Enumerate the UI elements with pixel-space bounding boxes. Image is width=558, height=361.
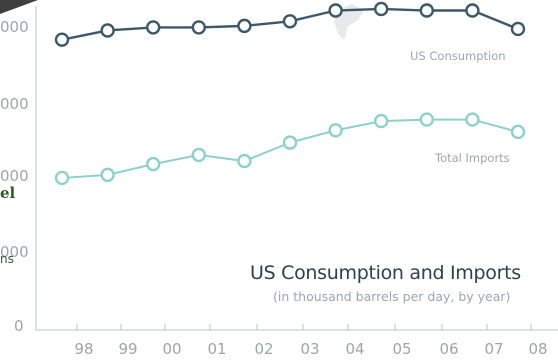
data-point-consumption (54, 32, 70, 47)
x-tick-label: 98 (74, 340, 93, 358)
side-fragment-small: ns (0, 252, 14, 266)
data-point-consumption (237, 18, 252, 34)
series-label-imports: Total Imports (434, 151, 510, 165)
x-axis-ticks: 98 99 00 01 02 03 04 05 06 07 08 (74, 324, 548, 358)
data-point-imports (510, 124, 526, 140)
data-point-consumption (145, 20, 161, 35)
data-point-consumption (465, 3, 480, 18)
data-point-imports (237, 153, 252, 169)
data-point-imports (145, 156, 161, 172)
x-tick-label: 06 (439, 340, 458, 358)
x-tick-label: 03 (300, 340, 319, 358)
data-point-imports (191, 147, 207, 163)
data-point-imports (54, 170, 70, 186)
data-point-consumption (100, 23, 115, 38)
corner-decoration (0, 0, 38, 14)
data-point-imports (374, 113, 389, 129)
data-point-imports (419, 112, 434, 127)
x-tick-label: 08 (528, 340, 547, 358)
data-point-imports (100, 167, 115, 183)
y-tick-label: 0 (14, 317, 24, 335)
series-label-consumption: US Consumption (410, 49, 506, 63)
x-tick-label: 05 (392, 340, 411, 358)
data-point-consumption (419, 3, 434, 18)
x-tick-label: 04 (345, 340, 364, 358)
x-tick-label: 07 (484, 340, 503, 358)
x-tick-label: 02 (254, 340, 273, 358)
chart-subtitle: (in thousand barrels per day, by year) (273, 289, 510, 304)
data-point-imports (328, 123, 343, 138)
data-point-consumption (374, 1, 389, 17)
data-point-consumption (328, 3, 343, 18)
y-tick-label: 000 (0, 95, 29, 113)
x-tick-label: 00 (162, 340, 181, 358)
data-point-consumption (510, 21, 526, 37)
chart-title: US Consumption and Imports (250, 262, 521, 284)
x-tick-label: 01 (207, 340, 226, 358)
data-point-consumption (282, 14, 298, 29)
side-fragment-bold: el (0, 184, 16, 202)
y-tick-label: 000 (0, 18, 29, 36)
y-tick-label: 000 (0, 167, 29, 185)
data-point-imports (282, 135, 298, 150)
x-tick-label: 99 (118, 340, 137, 358)
series-layer (54, 1, 526, 186)
data-point-imports (465, 112, 480, 127)
y-tick-label: 000 (0, 243, 29, 261)
data-point-consumption (191, 20, 207, 35)
